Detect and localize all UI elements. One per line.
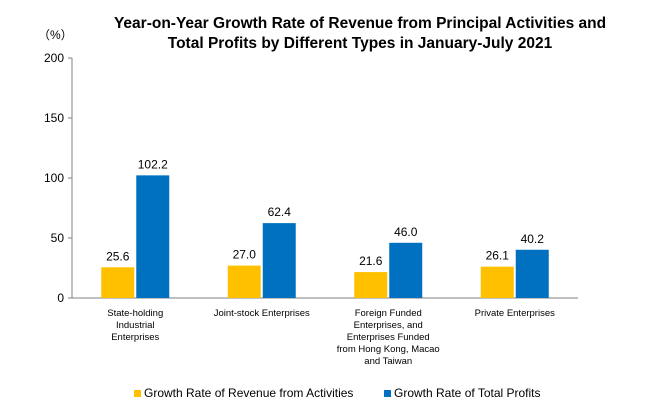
- x-tick-label: Enterprises Funded: [347, 332, 430, 343]
- bar: [515, 249, 549, 298]
- bar: [101, 267, 135, 298]
- x-tick-label: Enterprises, and: [354, 320, 423, 331]
- x-tick-label: Industrial: [116, 320, 155, 331]
- data-label: 26.1: [486, 249, 510, 263]
- data-label: 102.2: [138, 157, 168, 171]
- bar: [354, 272, 388, 298]
- bar: [480, 266, 514, 298]
- legend-label-revenue: Growth Rate of Revenue from Activities: [144, 386, 354, 400]
- data-label: 27.0: [233, 248, 257, 262]
- x-tick-label: Private Enterprises: [475, 308, 556, 319]
- legend-item-revenue: Growth Rate of Revenue from Activities: [134, 386, 353, 400]
- data-label: 25.6: [106, 249, 130, 263]
- legend-item-profits: Growth Rate of Total Profits: [384, 386, 541, 400]
- x-tick-label: State-holding: [107, 308, 163, 319]
- y-tick-label: 0: [57, 291, 64, 305]
- data-label: 40.2: [521, 232, 545, 246]
- y-tick-label: 50: [51, 231, 65, 245]
- data-label: 21.6: [359, 254, 383, 268]
- legend-swatch-profits: [384, 389, 391, 397]
- y-axis-unit: （%）: [38, 28, 73, 42]
- x-tick-label: from Hong Kong, Macao: [337, 344, 440, 355]
- bar: [262, 223, 296, 298]
- bar: [227, 265, 261, 298]
- legend-swatch-revenue: [134, 389, 141, 397]
- x-tick-label: and Taiwan: [364, 356, 412, 367]
- chart-title-line-2: Total Profits by Different Types in Janu…: [167, 35, 553, 52]
- x-tick-label: Foreign Funded: [355, 308, 422, 319]
- bar-chart: 0 50 100 150 200 25.6 102.2 State-holdingIndust…: [44, 51, 578, 367]
- x-tick-label: Enterprises: [111, 332, 159, 343]
- legend-label-profits: Growth Rate of Total Profits: [394, 386, 541, 400]
- y-tick-label: 100: [44, 171, 64, 185]
- data-label: 62.4: [268, 205, 292, 219]
- bar: [136, 175, 170, 298]
- x-tick-label: Joint-stock Enterprises: [214, 308, 310, 319]
- chart-title-line-1: Year-on-Year Growth Rate of Revenue from…: [113, 15, 607, 32]
- bar: [389, 242, 423, 298]
- chart-title: Year-on-Year Growth Rate of Revenue from…: [60, 14, 660, 54]
- y-tick-label: 200: [44, 51, 64, 65]
- y-tick-label: 150: [44, 111, 64, 125]
- data-label: 46.0: [394, 225, 418, 239]
